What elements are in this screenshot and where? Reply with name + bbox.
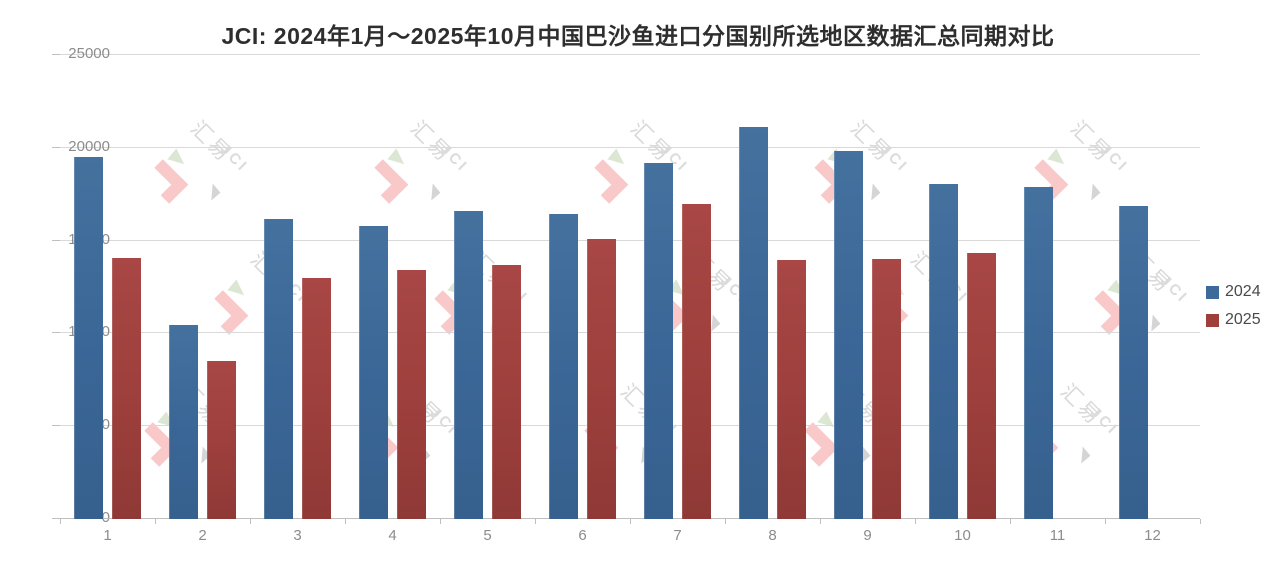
chart-legend: 2024 2025 [1206, 283, 1261, 339]
x-axis-tick [725, 519, 726, 524]
y-axis-tick-10000 [52, 332, 60, 334]
month-group-11 [1010, 55, 1105, 519]
x-axis-tick [535, 519, 536, 524]
x-axis-tick [440, 519, 441, 524]
x-axis-tick [915, 519, 916, 524]
y-axis-label-20000: 20000 [68, 137, 110, 155]
x-axis-tick [1105, 519, 1106, 524]
bar-2024-m10[interactable] [929, 184, 958, 519]
x-axis-tick [820, 519, 821, 524]
x-axis-label-1: 1 [103, 527, 112, 544]
gridline-5000 [60, 425, 1200, 427]
legend-item-2025[interactable]: 2025 [1206, 311, 1261, 329]
y-axis-tick-20000 [52, 146, 60, 148]
bar-2024-m4[interactable] [359, 225, 388, 519]
x-axis-label-12: 12 [1144, 527, 1161, 544]
month-group-8 [725, 55, 820, 519]
month-group-10 [915, 55, 1010, 519]
bar-2024-m11[interactable] [1024, 186, 1053, 519]
y-axis-tick-5000 [52, 425, 60, 427]
gridline-15000 [60, 239, 1200, 241]
gridline-20000 [60, 146, 1200, 148]
month-group-9 [820, 55, 915, 519]
x-axis-label-8: 8 [768, 527, 777, 544]
bar-2025-m10[interactable] [967, 252, 996, 519]
month-group-6 [535, 55, 630, 519]
bar-2025-m1[interactable] [112, 258, 141, 519]
bar-2024-m3[interactable] [264, 219, 293, 519]
legend-label-2024: 2024 [1225, 283, 1261, 300]
y-axis-tick-25000 [52, 54, 60, 55]
bar-2024-m2[interactable] [169, 325, 198, 519]
y-axis-label-25000: 25000 [68, 45, 110, 62]
x-axis-label-4: 4 [388, 527, 397, 544]
x-axis-label-9: 9 [863, 527, 872, 544]
y-axis-label-0: 0 [10, 509, 110, 527]
legend-label-2025: 2025 [1225, 311, 1261, 328]
bar-2024-m12[interactable] [1119, 206, 1148, 519]
bar-2025-m8[interactable] [777, 260, 806, 519]
gridline-10000 [60, 332, 1200, 334]
month-group-7 [630, 55, 725, 519]
x-axis-tick [630, 519, 631, 524]
y-axis-tick-0 [52, 518, 60, 519]
x-axis-line [60, 518, 1200, 519]
bar-2024-m1[interactable] [74, 157, 103, 519]
bar-2024-m5[interactable] [454, 210, 483, 519]
x-axis-tick [250, 519, 251, 524]
month-group-2 [155, 55, 250, 519]
bar-2025-m9[interactable] [872, 259, 901, 519]
month-group-5 [440, 55, 535, 519]
x-axis-tick [60, 519, 61, 524]
month-group-12 [1105, 55, 1200, 519]
bar-2024-m6[interactable] [549, 213, 578, 519]
bar-2025-m5[interactable] [492, 264, 521, 519]
bar-2025-m4[interactable] [397, 270, 426, 519]
x-axis-tick [1010, 519, 1011, 524]
x-axis-label-7: 7 [673, 527, 682, 544]
bar-2024-m8[interactable] [739, 127, 768, 519]
x-axis-label-10: 10 [954, 527, 971, 544]
x-axis-label-6: 6 [578, 527, 587, 544]
bar-2025-m2[interactable] [207, 361, 236, 519]
y-axis-tick-15000 [52, 239, 60, 241]
x-axis-label-2: 2 [198, 527, 207, 544]
gridline-25000 [60, 54, 1200, 55]
x-axis-tick [345, 519, 346, 524]
x-axis-label-3: 3 [293, 527, 302, 544]
x-axis-label-5: 5 [483, 527, 492, 544]
month-group-3 [250, 55, 345, 519]
month-group-4 [345, 55, 440, 519]
bar-2024-m9[interactable] [834, 150, 863, 519]
legend-swatch-2024 [1206, 285, 1219, 299]
legend-item-2024[interactable]: 2024 [1206, 283, 1261, 301]
x-axis-tick [155, 519, 156, 524]
x-axis-tick [1200, 519, 1201, 524]
x-axis-label-11: 11 [1049, 527, 1066, 544]
legend-swatch-2025 [1206, 313, 1219, 327]
month-group-1 [60, 55, 155, 519]
bar-2025-m7[interactable] [682, 204, 711, 519]
bar-2025-m3[interactable] [302, 277, 331, 519]
bar-2025-m6[interactable] [587, 238, 616, 519]
chart-title: JCI: 2024年1月～2025年10月中国巴沙鱼进口分国别所选地区数据汇总同… [221, 23, 1055, 49]
bar-2024-m7[interactable] [644, 162, 673, 519]
plot-area: 0500010000150002000025000123456789101112 [52, 45, 1201, 544]
